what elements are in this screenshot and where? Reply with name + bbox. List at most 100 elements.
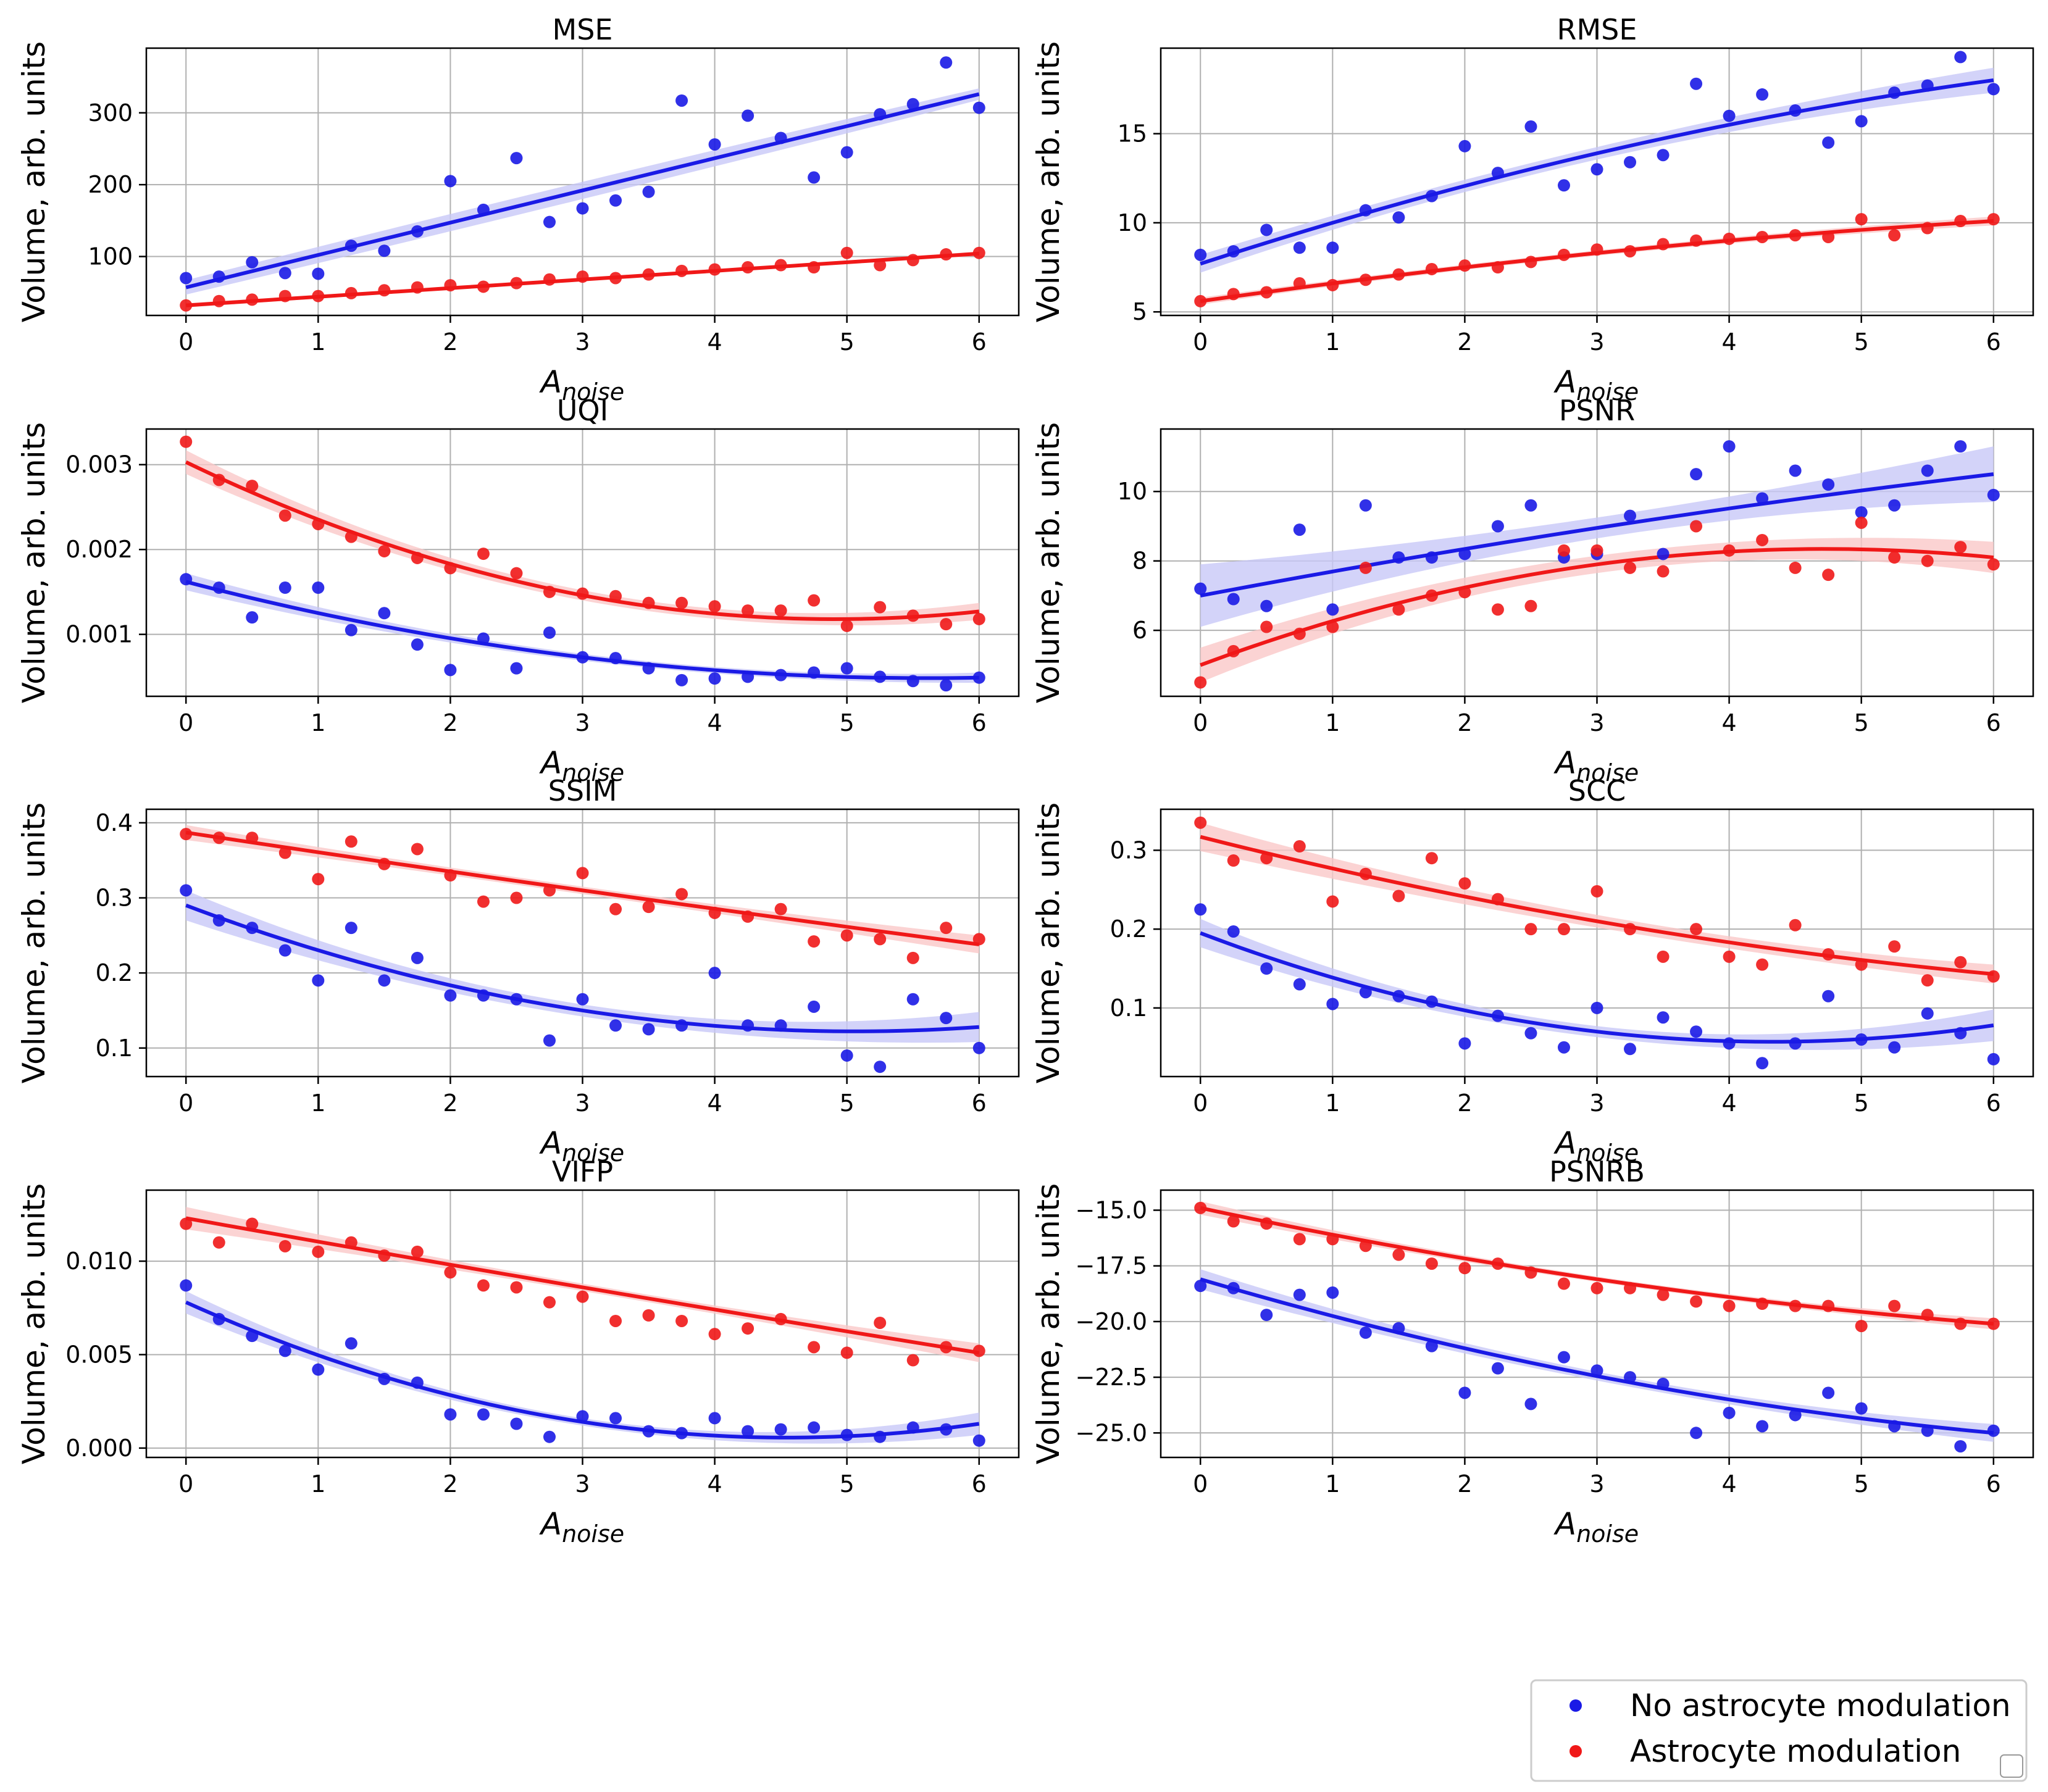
data-point-blue: [1690, 1025, 1703, 1038]
x-tick-label: 0: [178, 1470, 193, 1498]
data-point-red: [312, 873, 325, 886]
data-point-red: [1855, 516, 1868, 529]
data-point-red: [378, 284, 391, 297]
data-point-red: [1624, 923, 1637, 936]
data-point-red: [609, 272, 622, 285]
data-point-blue: [642, 185, 655, 198]
data-point-red: [278, 290, 291, 302]
chart-psnr: 0 1 2 3 4 5 6 6 8 10 PSNR Anoise Volume, arb. units: [1030, 394, 2034, 786]
data-point-red: [1524, 923, 1537, 936]
y-axis-label: Volume, arb. units: [1030, 1183, 1066, 1464]
data-point-red: [774, 1312, 787, 1325]
data-point-red: [840, 246, 853, 259]
data-point-blue: [246, 611, 259, 624]
y-axis-label: Volume, arb. units: [16, 41, 52, 322]
data-point-red: [874, 601, 887, 614]
data-point-red: [1954, 956, 1967, 969]
x-tick-label: 3: [575, 709, 590, 736]
data-point-blue: [1524, 120, 1537, 133]
x-tick-label: 6: [972, 1090, 987, 1117]
data-point-red: [1194, 816, 1207, 829]
data-point-blue: [1458, 1037, 1471, 1050]
data-point-blue: [1260, 962, 1273, 975]
x-tick-label: 3: [1589, 328, 1604, 356]
y-tick-label: 0.001: [65, 621, 133, 648]
data-point-red: [1756, 230, 1769, 243]
data-point-blue: [1194, 903, 1207, 916]
data-point-red: [1888, 551, 1901, 564]
data-point-blue: [609, 652, 622, 665]
data-point-red: [1590, 544, 1603, 557]
data-point-red: [675, 888, 688, 901]
x-tick-label: 4: [707, 328, 722, 356]
chart-psnrb: 0 1 2 3 4 5 6 −25.0 −22.5 −20.0 −17.5 −15.0 PSNRB Ano…: [1030, 1155, 2034, 1548]
x-tick-label: 6: [1986, 709, 2001, 736]
data-point-red: [1491, 1257, 1504, 1270]
data-point-blue: [1227, 925, 1240, 938]
x-tick-label: 0: [1193, 328, 1208, 356]
data-point-red: [543, 585, 556, 598]
x-axis-label: Anoise: [1553, 1125, 1639, 1167]
y-tick-label: 0.000: [65, 1435, 133, 1462]
data-point-red: [1822, 569, 1835, 581]
data-point-red: [510, 891, 523, 904]
chart-title: UQI: [557, 394, 608, 427]
y-tick-label: 15: [1118, 120, 1147, 148]
data-point-blue: [1657, 149, 1670, 162]
data-point-red: [1789, 229, 1802, 242]
data-point-red: [212, 473, 225, 486]
data-point-red: [510, 277, 523, 290]
data-point-blue: [1326, 998, 1339, 1011]
data-point-red: [840, 619, 853, 632]
data-point-red: [1855, 958, 1868, 971]
data-point-blue: [1690, 77, 1703, 90]
data-point-blue: [378, 974, 391, 987]
data-point-red: [411, 281, 424, 294]
data-point-blue: [940, 56, 953, 69]
data-point-red: [1392, 268, 1405, 281]
data-point-red: [278, 846, 291, 859]
data-point-red: [1326, 278, 1339, 291]
x-tick-label: 5: [1854, 1470, 1869, 1498]
data-point-blue: [345, 623, 357, 636]
data-point-blue: [1690, 468, 1703, 481]
x-tick-label: 4: [1721, 1470, 1736, 1498]
data-point-red: [1789, 1299, 1802, 1312]
legend-label-astrocyte: Astrocyte modulation: [1630, 1733, 1961, 1769]
data-point-red: [543, 273, 556, 286]
data-point-red: [411, 843, 424, 856]
data-point-red: [1657, 1288, 1670, 1301]
data-point-red: [1888, 229, 1901, 242]
data-point-blue: [1921, 1007, 1934, 1020]
x-tick-label: 3: [1589, 1090, 1604, 1117]
chart-scc: 0 1 2 3 4 5 6 0.1 0.2 0.3 SCC Anoise Volume, arb. un…: [1030, 774, 2034, 1167]
data-point-red: [278, 509, 291, 522]
y-tick-label: 0.005: [65, 1341, 133, 1368]
chart-rmse: 0 1 2 3 4 5 6 5 10 15 RMSE Anoise Volume, arb. units: [1030, 13, 2034, 406]
data-point-blue: [972, 1434, 985, 1447]
data-point-blue: [212, 581, 225, 594]
data-point-blue: [642, 1425, 655, 1438]
data-point-red: [180, 299, 193, 312]
y-tick-label: −20.0: [1076, 1308, 1147, 1335]
data-point-blue: [543, 626, 556, 639]
x-tick-label: 1: [1325, 709, 1340, 736]
x-tick-label: 3: [575, 328, 590, 356]
data-point-red: [345, 530, 357, 543]
data-point-blue: [510, 1417, 523, 1430]
data-point-blue: [1723, 1406, 1736, 1419]
data-point-red: [1425, 1257, 1438, 1270]
data-point-blue: [1392, 990, 1405, 1002]
data-point-blue: [477, 203, 490, 216]
data-point-red: [1260, 286, 1273, 299]
data-point-blue: [345, 240, 357, 252]
data-point-blue: [1524, 1398, 1537, 1411]
data-point-blue: [1590, 163, 1603, 176]
data-point-red: [1227, 854, 1240, 867]
x-axis-label: Anoise: [539, 364, 624, 406]
data-point-blue: [1987, 1052, 2000, 1065]
data-point-blue: [1524, 499, 1537, 512]
data-point-red: [1954, 215, 1967, 228]
data-point-blue: [1227, 1281, 1240, 1294]
